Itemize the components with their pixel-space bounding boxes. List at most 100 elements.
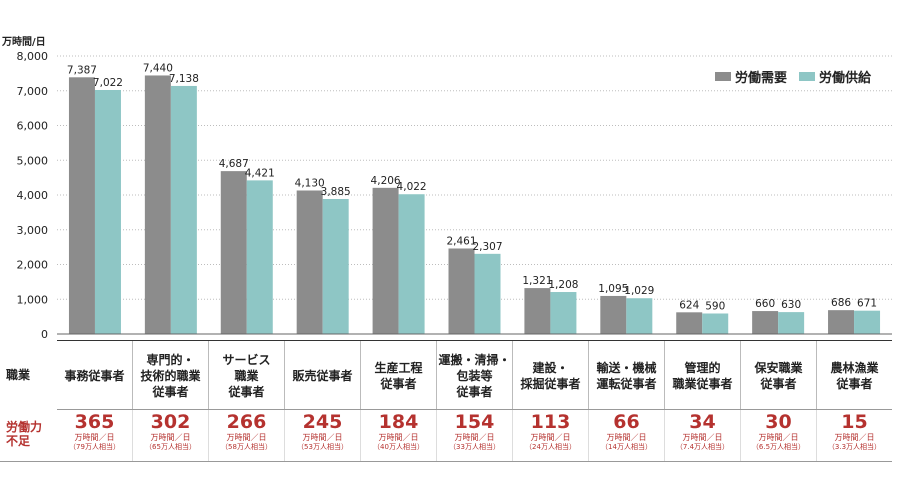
shortage-note: （33万人相当） <box>449 443 500 451</box>
shortage-value: 266 <box>226 411 267 433</box>
shortage-unit: 万時間／日 <box>302 433 343 442</box>
data-label: 7,440 <box>143 62 173 74</box>
shortage-cell: 66 万時間／日 （14万人相当） <box>589 410 665 462</box>
shortage-note: （6.5万人相当） <box>751 443 806 451</box>
shortage-unit: 万時間／日 <box>834 433 875 442</box>
legend-label-demand: 労働需要 <box>735 71 788 86</box>
shortage-value: 245 <box>302 411 343 433</box>
bar <box>170 85 197 334</box>
shortage-note: （3.3万人相当） <box>827 443 882 451</box>
data-label: 590 <box>705 300 725 312</box>
category-label: サービス 職業 従事者 <box>209 341 285 410</box>
shortage-note: （79万人相当） <box>69 443 120 451</box>
shortage-row: 365 万時間／日 （79万人相当） 302 万時間／日 （65万人相当） 266 万時間／日… <box>57 409 892 462</box>
category-label: 輸送・機械 運転従事者 <box>589 341 665 410</box>
legend-label-supply: 労働供給 <box>819 71 872 86</box>
bar <box>550 292 577 334</box>
bar <box>752 311 779 334</box>
shortage-cell: 154 万時間／日 （33万人相当） <box>437 410 513 462</box>
shortage-cell: 15 万時間／日 （3.3万人相当） <box>817 410 892 462</box>
y-tick-label: 4,000 <box>17 189 49 202</box>
shortage-cell: 365 万時間／日 （79万人相当） <box>57 410 133 462</box>
data-label: 4,421 <box>245 167 275 179</box>
shortage-cell: 113 万時間／日 （24万人相当） <box>513 410 589 462</box>
bar <box>398 194 425 334</box>
data-label: 1,208 <box>548 279 578 291</box>
y-tick-label: 8,000 <box>17 50 49 63</box>
category-label: 管理的 職業従事者 <box>665 341 741 410</box>
shortage-note: （24万人相当） <box>525 443 576 451</box>
data-label: 3,885 <box>321 186 351 198</box>
bar <box>372 187 399 334</box>
category-label: 運搬・清掃・ 包装等 従事者 <box>437 341 513 410</box>
shortage-unit: 万時間／日 <box>606 433 647 442</box>
category-label: 保安職業 従事者 <box>741 341 817 410</box>
bar <box>144 75 171 335</box>
bar <box>322 198 349 334</box>
shortage-unit: 万時間／日 <box>378 433 419 442</box>
shortage-cell: 34 万時間／日 （7.4万人相当） <box>665 410 741 462</box>
row-label-occupation: 職業 <box>6 368 31 382</box>
legend-swatch-demand <box>715 72 731 81</box>
shortage-unit: 万時間／日 <box>530 433 571 442</box>
y-axis-unit-label: 万時間/日 <box>2 37 46 48</box>
legend-item-demand: 労働需要 <box>715 67 787 86</box>
bar <box>676 312 703 334</box>
category-row: 事務従事者 専門的・ 技術的職業 従事者 サービス 職業 従事者 販売従事者 生産工程 … <box>57 340 892 410</box>
bar <box>94 89 121 334</box>
shortage-cell: 302 万時間／日 （65万人相当） <box>133 410 209 462</box>
category-label: 生産工程 従事者 <box>361 341 437 410</box>
legend-swatch-supply <box>799 72 816 81</box>
shortage-note: （14万人相当） <box>601 443 652 451</box>
data-label: 2,461 <box>446 235 476 247</box>
category-label: 事務従事者 <box>57 341 133 410</box>
shortage-cell: 245 万時間／日 （53万人相当） <box>285 410 361 462</box>
data-label: 686 <box>831 297 851 309</box>
y-tick-label: 1,000 <box>17 293 49 306</box>
data-label: 624 <box>679 299 699 311</box>
bar <box>828 310 855 334</box>
bar <box>626 298 653 334</box>
y-tick-label: 6,000 <box>17 120 49 133</box>
shortage-value: 365 <box>74 411 115 433</box>
data-label: 7,022 <box>93 77 123 89</box>
shortage-value: 66 <box>613 411 640 433</box>
bar-chart: 8,000 7,000 6,000 5,000 4,000 3,000 2,000 1,000… <box>17 50 892 340</box>
data-label: 660 <box>755 298 775 310</box>
data-label: 7,387 <box>67 64 97 76</box>
bar <box>600 295 627 334</box>
y-tick-label: 3,000 <box>17 224 49 237</box>
category-label: 建設・ 採掘従事者 <box>513 341 589 410</box>
shortage-value: 154 <box>454 411 495 433</box>
data-label: 1,095 <box>598 283 628 295</box>
shortage-note: （53万人相当） <box>297 443 348 451</box>
bar <box>68 77 95 334</box>
category-label: 農林漁業 従事者 <box>830 360 879 391</box>
shortage-note: （7.4万人相当） <box>675 443 730 451</box>
data-label: 630 <box>781 299 801 311</box>
shortage-cell: 30 万時間／日 （6.5万人相当） <box>741 410 817 462</box>
bar <box>524 288 551 334</box>
y-tick-label: 2,000 <box>17 259 49 272</box>
shortage-unit: 万時間／日 <box>454 433 495 442</box>
bar <box>448 248 475 334</box>
shortage-note: （40万人相当） <box>373 443 424 451</box>
legend-item-supply: 労働供給 <box>799 67 871 86</box>
shortage-note: （58万人相当） <box>221 443 272 451</box>
row-label-shortage: 労働力 不足 <box>6 420 43 448</box>
data-label: 671 <box>857 298 877 310</box>
y-tick-label: 0 <box>41 328 48 340</box>
y-tick-label: 5,000 <box>17 154 49 167</box>
shortage-value: 302 <box>150 411 191 433</box>
shortage-note: （65万人相当） <box>145 443 196 451</box>
data-label: 4,687 <box>219 158 249 170</box>
data-label: 4,022 <box>397 181 427 193</box>
shortage-unit: 万時間／日 <box>150 433 191 442</box>
bar <box>474 253 501 334</box>
shortage-value: 184 <box>378 411 419 433</box>
bar <box>220 171 247 334</box>
bar <box>778 312 805 334</box>
shortage-cell: 184 万時間／日 （40万人相当） <box>361 410 437 462</box>
data-label: 4,130 <box>295 177 325 189</box>
shortage-value: 34 <box>689 411 716 433</box>
